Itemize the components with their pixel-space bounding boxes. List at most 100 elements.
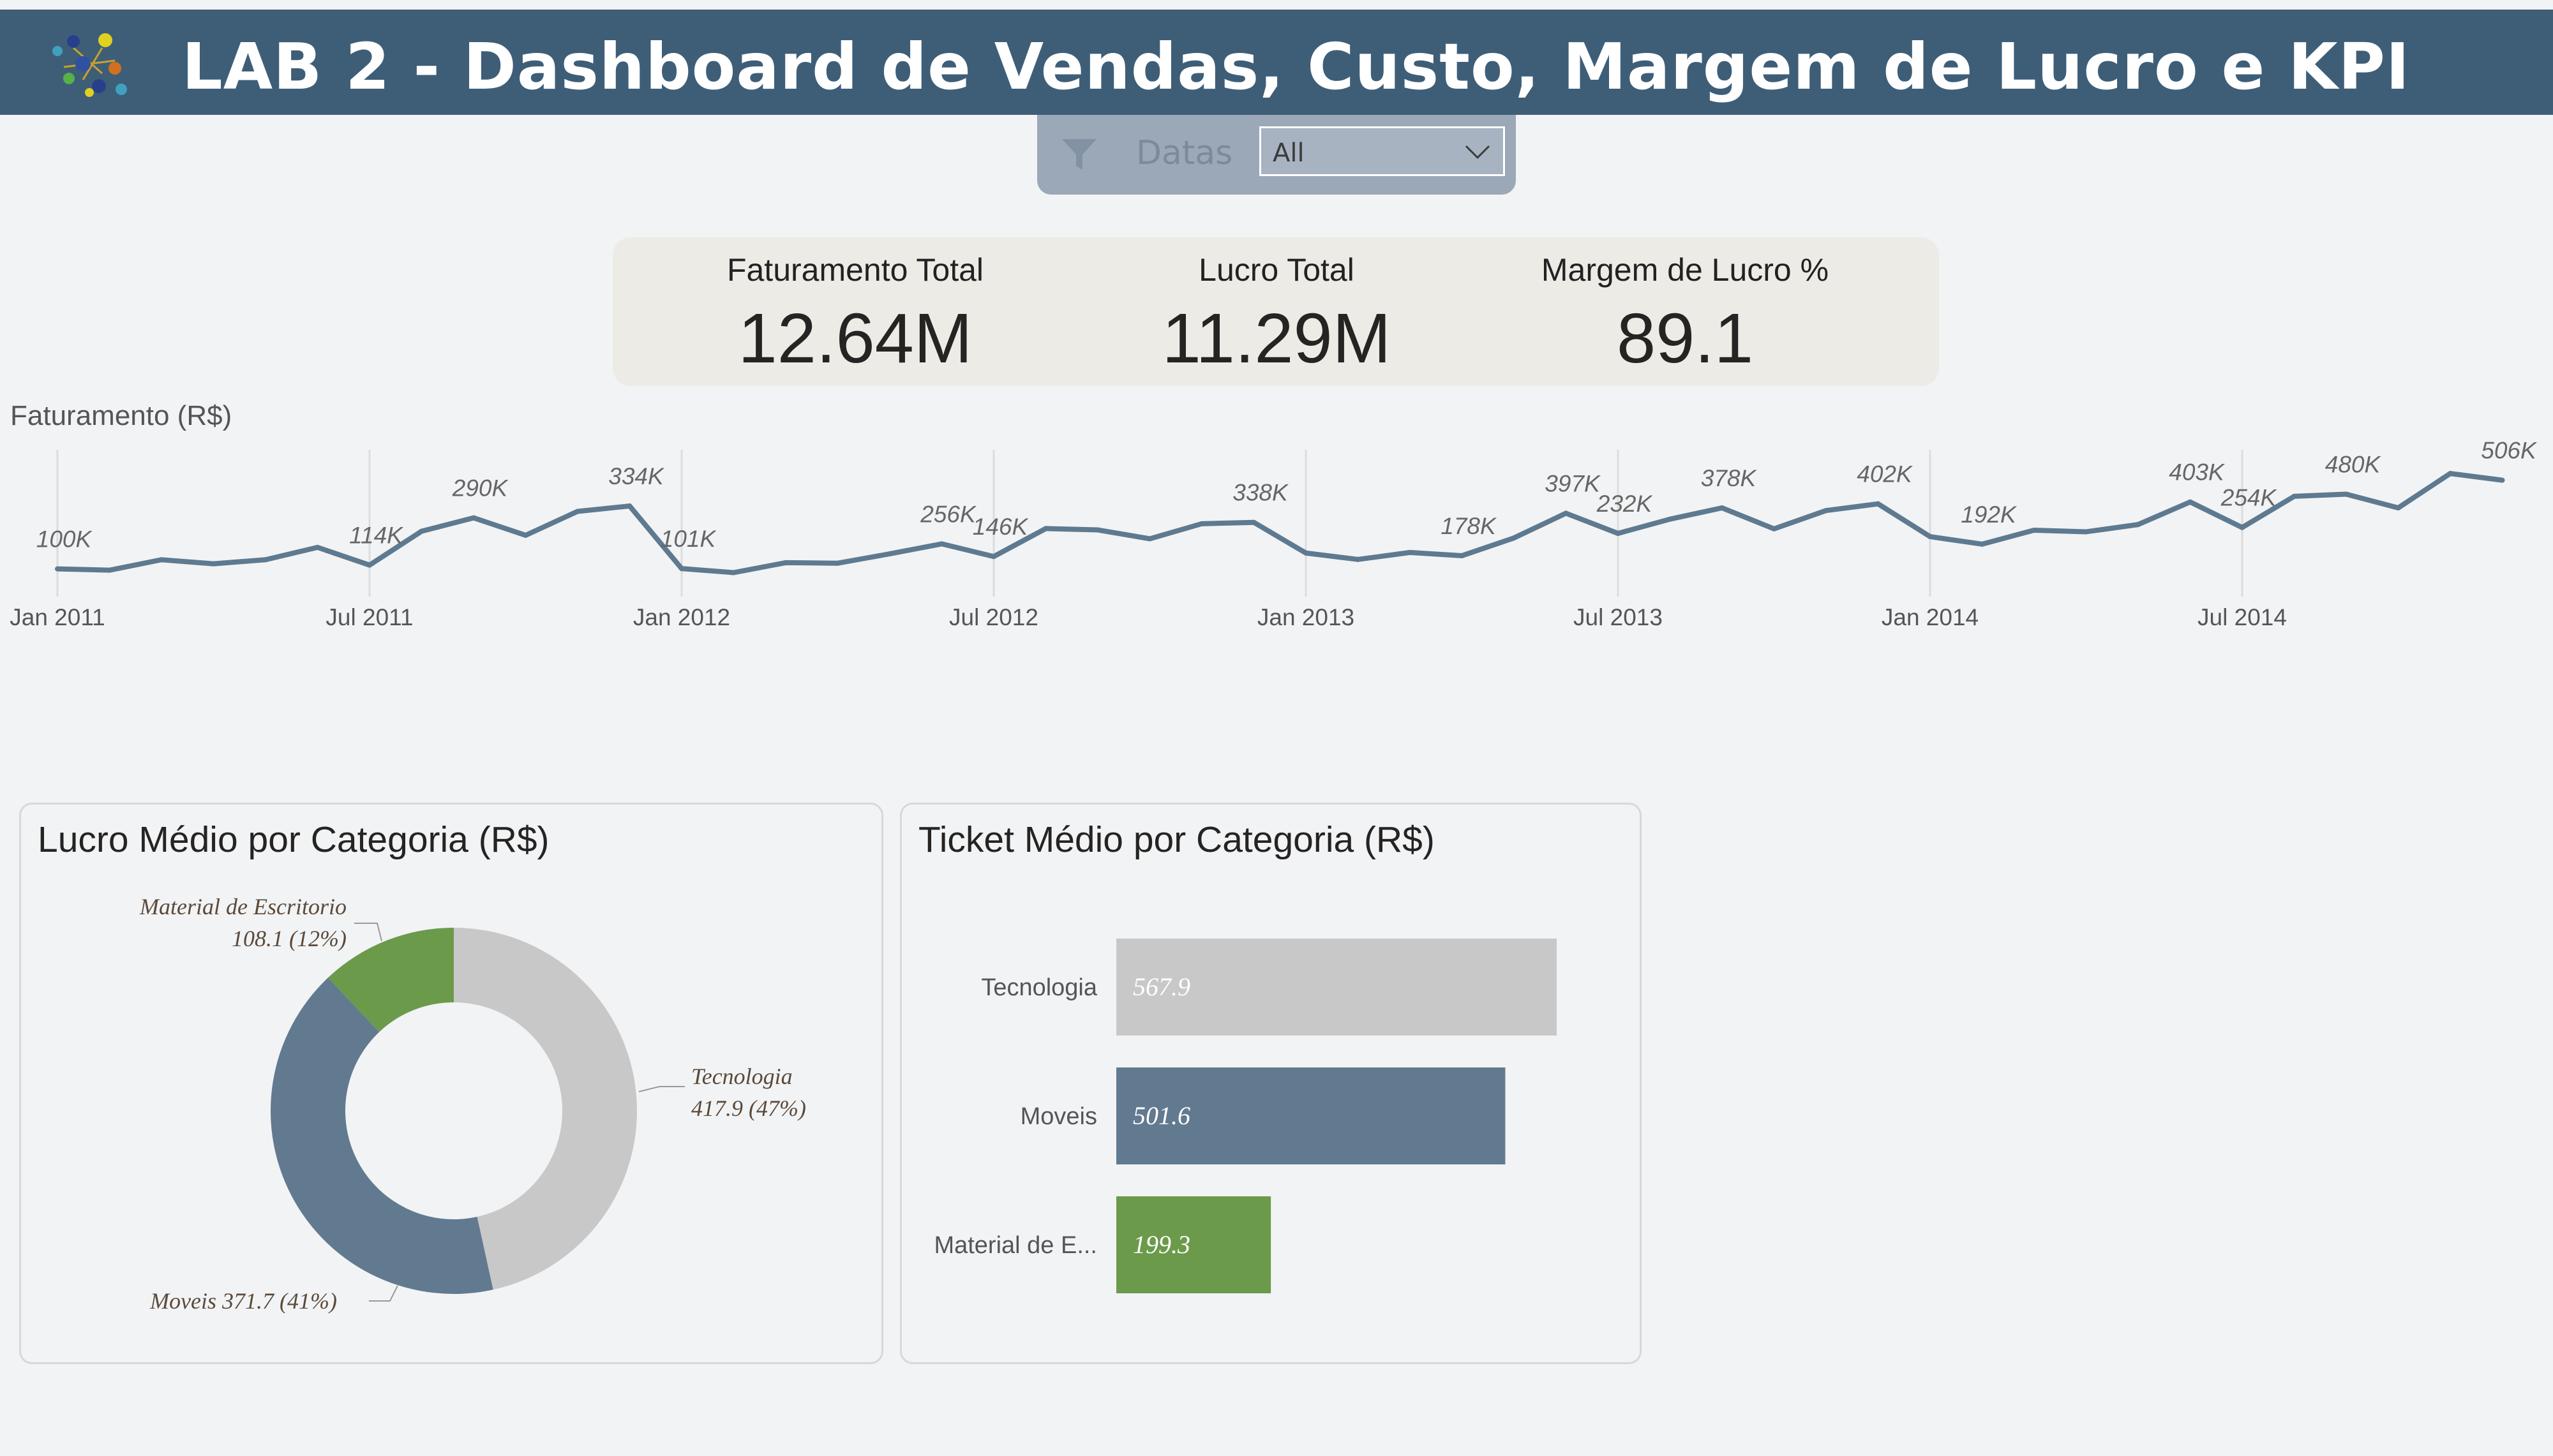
data-point: [679, 566, 684, 572]
data-point: [887, 551, 892, 556]
data-label: 254K: [2220, 485, 2278, 511]
x-tick-label: Jan 2012: [633, 604, 730, 630]
data-label: 146K: [973, 514, 1029, 540]
slice-value-label: 108.1 (12%): [232, 926, 347, 951]
data-point: [1928, 534, 1933, 540]
data-point: [2032, 527, 2037, 533]
leader-line: [369, 1285, 398, 1302]
data-point: [783, 560, 788, 565]
data-label: 232K: [1596, 491, 1654, 517]
kpi-value: 11.29M: [1162, 299, 1391, 378]
data-point: [1199, 521, 1204, 526]
x-tick-label: Jan 2014: [1882, 604, 1979, 630]
slicer-label: Datas: [1136, 134, 1233, 172]
data-label: 480K: [2325, 452, 2382, 478]
bar: [1116, 1067, 1506, 1164]
category-label: Moveis: [1021, 1103, 1097, 1130]
data-point: [263, 557, 268, 563]
revenue-line-chart: Jan 2011 Jul 2011 Jan 2012 Jul 2012 Jan 2013…: [10, 438, 2538, 630]
data-label: 403K: [2169, 459, 2226, 486]
data-point: [315, 544, 320, 550]
kpi-value: 12.64M: [738, 299, 973, 378]
kpi-card: Faturamento Total 12.64M Lucro Total 11.…: [613, 237, 1939, 386]
bar: [1116, 939, 1557, 1036]
date-dropdown[interactable]: All: [1259, 126, 1505, 176]
bar: [1116, 1196, 1271, 1293]
data-point: [107, 567, 112, 573]
x-tick-label: Jul 2012: [949, 604, 1038, 630]
data-point: [1251, 519, 1257, 525]
slice-label: Material de Escritorio: [139, 894, 347, 919]
data-label: 290K: [452, 475, 509, 501]
data-point: [835, 560, 841, 566]
data-point: [2187, 499, 2193, 505]
data-label: 192K: [1961, 501, 2018, 528]
network-logo-icon: [52, 33, 127, 97]
data-point: [2448, 471, 2453, 477]
dashboard-title: LAB 2 - Dashboard de Vendas, Custo, Marg…: [182, 29, 2411, 104]
data-point: [1615, 531, 1621, 536]
bar-value-label: 567.9: [1133, 972, 1190, 1001]
category-label: Tecnologia: [981, 974, 1098, 1001]
data-point: [1823, 508, 1829, 514]
data-point: [211, 561, 216, 567]
data-point: [1303, 550, 1308, 556]
data-point: [2240, 524, 2245, 530]
data-point: [1355, 556, 1361, 562]
data-point: [367, 562, 372, 568]
data-point: [939, 541, 945, 547]
x-tick-label: Jul 2013: [1573, 604, 1663, 630]
data-point: [1407, 549, 1412, 555]
donut-slice: [454, 928, 637, 1290]
data-point: [1563, 510, 1569, 516]
data-point: [55, 566, 60, 572]
category-label: Material de E...: [934, 1232, 1097, 1259]
data-label: 256K: [920, 501, 977, 527]
x-tick-label: Jul 2014: [2197, 604, 2287, 630]
bar-value-label: 199.3: [1133, 1230, 1190, 1259]
data-label: 100K: [36, 526, 93, 553]
chevron-down-icon: [1465, 145, 1490, 160]
dropdown-value: All: [1273, 138, 1305, 168]
data-point: [1459, 553, 1465, 558]
data-point: [1979, 541, 1985, 547]
data-point: [523, 532, 528, 538]
data-label: 101K: [661, 526, 717, 552]
ticket-bar-chart: Tecnologia 567.9 Moveis 501.6 Material de E.…: [934, 939, 1557, 1293]
data-label: 402K: [1857, 461, 1913, 487]
donut-slice: [271, 977, 493, 1294]
kpi-label: Margem de Lucro %: [1541, 252, 1829, 288]
leader-line: [354, 923, 382, 942]
data-point: [627, 503, 633, 509]
revenue-series-line: [57, 471, 2503, 576]
header-bar: LAB 2 - Dashboard de Vendas, Custo, Marg…: [0, 10, 2553, 115]
data-point: [1875, 501, 1881, 507]
data-label: 178K: [1441, 513, 1497, 539]
data-point: [2083, 529, 2089, 535]
data-point: [2395, 505, 2401, 510]
data-point: [1511, 535, 1516, 541]
data-point: [1043, 526, 1049, 531]
data-point: [1719, 505, 1725, 510]
data-point: [159, 557, 164, 563]
bar-panel-title: Ticket Médio por Categoria (R$): [918, 819, 1435, 860]
data-point: [731, 570, 737, 576]
data-point: [471, 515, 476, 521]
data-label: 397K: [1545, 470, 1601, 496]
slice-label: Tecnologia: [691, 1064, 793, 1089]
data-point: [2136, 522, 2141, 528]
data-point: [575, 509, 580, 514]
kpi-value: 89.1: [1616, 299, 1754, 378]
data-label: 506K: [2481, 438, 2538, 464]
donut-panel: Material de Escritorio 108.1 (12%) Tecnolo…: [19, 803, 883, 1364]
data-point: [2344, 491, 2349, 497]
data-label: 334K: [608, 463, 665, 489]
donut-slice: [327, 928, 454, 1032]
profit-donut-chart: Material de Escritorio 108.1 (12%) Tecnolo…: [139, 894, 806, 1314]
donut-panel-title: Lucro Médio por Categoria (R$): [38, 819, 550, 860]
data-point: [991, 554, 996, 560]
date-slicer: Datas All: [1037, 115, 1516, 195]
x-tick-label: Jul 2011: [326, 604, 413, 630]
slice-label: Moveis 371.7 (41%): [149, 1288, 337, 1314]
data-point: [1147, 536, 1153, 542]
